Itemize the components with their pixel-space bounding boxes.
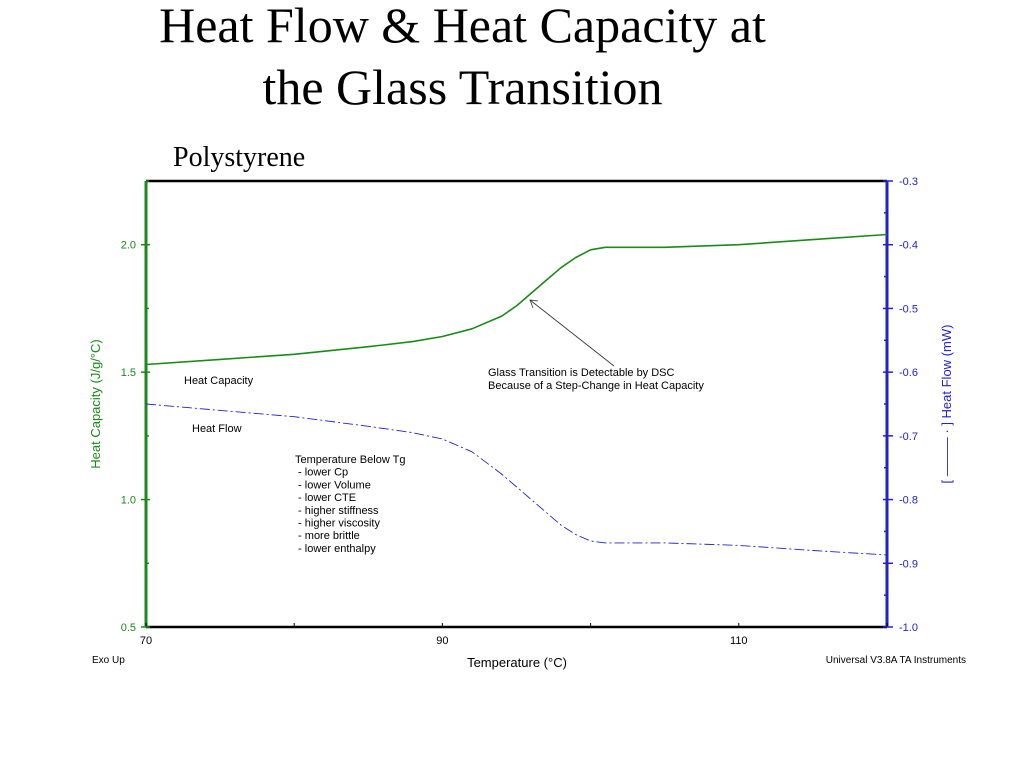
- right-y-tick-label: -0.4: [899, 240, 918, 252]
- left-y-tick-label: 1.0: [121, 495, 136, 507]
- left-y-axis-ticks: 0.5 1.0 1.5 2.0: [121, 180, 150, 634]
- right-y-tick-label: -0.9: [899, 558, 918, 570]
- below-tg-item: - higher stiffness: [295, 505, 379, 517]
- chart-title: Polystyrene: [173, 142, 305, 173]
- left-y-axis-label: Heat Capacity (J/g/°C): [88, 339, 103, 468]
- slide-title: Heat Flow & Heat Capacity at the Glass T…: [0, 0, 925, 118]
- right-y-tick-label: -0.6: [899, 367, 918, 379]
- slide-title-line-2: the Glass Transition: [262, 59, 663, 115]
- below-tg-item: - higher viscosity: [295, 518, 380, 530]
- below-tg-item: - lower Cp: [295, 467, 348, 479]
- right-y-tick-label: -0.8: [899, 495, 918, 507]
- series-layer: [145, 233, 888, 556]
- x-tick-label: 110: [730, 635, 748, 647]
- right-y-tick-label: -0.7: [899, 431, 918, 443]
- instrument-footer: Universal V3.8A TA Instruments: [826, 655, 966, 666]
- slide-title-line-1: Heat Flow & Heat Capacity at: [159, 0, 766, 53]
- annotation-arrow-head: [529, 299, 539, 309]
- x-tick-label: 70: [140, 635, 152, 647]
- left-y-tick-label: 2.0: [121, 240, 136, 252]
- below-tg-item: Temperature Below Tg: [295, 454, 405, 466]
- heat-flow-series-line: [145, 403, 888, 556]
- right-y-tick-label: -0.5: [899, 303, 918, 315]
- left-y-tick-label: 0.5: [121, 622, 136, 634]
- x-tick-label: 90: [436, 635, 448, 647]
- transition-note-line-2: Because of a Step-Change in Heat Capacit…: [488, 380, 704, 392]
- below-tg-list: Temperature Below Tg - lower Cp - lower …: [295, 454, 405, 555]
- below-tg-item: - more brittle: [295, 530, 360, 542]
- below-tg-item: - lower Volume: [295, 479, 371, 491]
- heat-capacity-series-line: [145, 233, 888, 366]
- right-y-tick-label: -0.3: [899, 176, 918, 188]
- annotation-arrow-line: [529, 299, 615, 367]
- x-axis-ticks: 70 90 110: [140, 623, 888, 647]
- plot-frame: [144, 179, 889, 629]
- below-tg-item: - lower enthalpy: [295, 543, 376, 555]
- right-y-axis-ticks: -0.3 -0.4 -0.5 -0.6 -0.7 -0.8 -0.9 -1.0: [883, 176, 918, 634]
- right-y-axis-label: [ ——— · ] Heat Flow (mW): [939, 325, 954, 484]
- x-axis-label: Temperature (°C): [467, 655, 567, 670]
- left-y-tick-label: 1.5: [121, 367, 136, 379]
- exo-up-label: Exo Up: [92, 655, 125, 666]
- below-tg-item: - lower CTE: [295, 492, 356, 504]
- heat-flow-label: Heat Flow: [192, 423, 242, 435]
- heat-capacity-label: Heat Capacity: [184, 375, 254, 387]
- transition-note-line-1: Glass Transition is Detectable by DSC: [488, 367, 675, 379]
- right-y-tick-label: -1.0: [899, 622, 918, 634]
